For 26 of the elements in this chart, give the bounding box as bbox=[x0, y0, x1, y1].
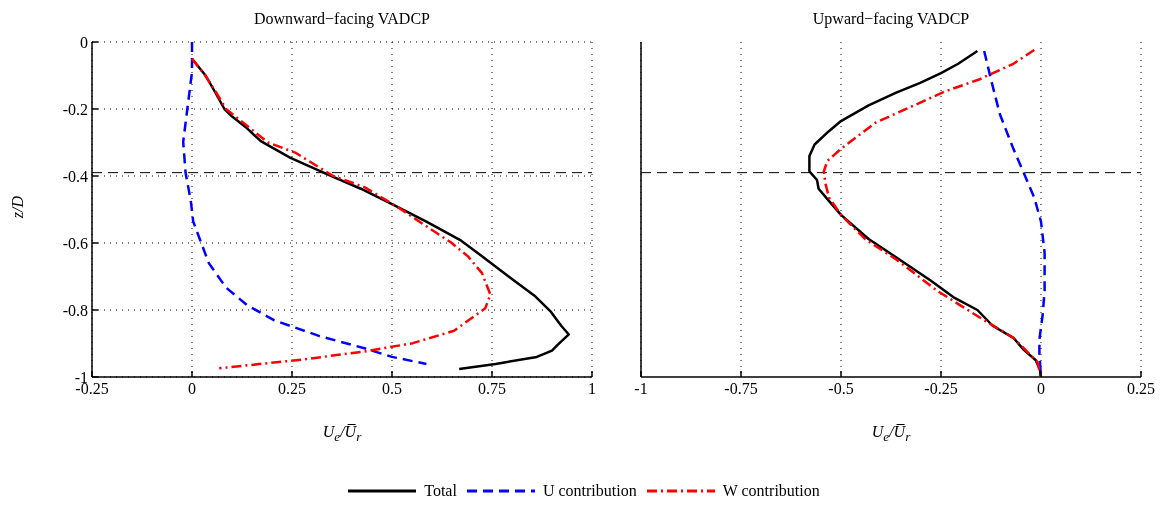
chart-title: Upward−facing VADCP bbox=[811, 10, 971, 28]
y-tick-label: -0.8 bbox=[62, 301, 88, 319]
legend-label: Total bbox=[424, 482, 457, 500]
x-tick-label: 0.25 bbox=[1127, 380, 1155, 398]
x-axis-title: U$_{e}$/U̅$_{r}$ bbox=[321, 423, 363, 446]
legend-label: W contribution bbox=[722, 482, 820, 500]
y-tick-label: -0.4 bbox=[62, 167, 88, 185]
y-tick-label: -0.6 bbox=[62, 234, 88, 252]
x-tick-label: -1 bbox=[634, 380, 648, 398]
x-tick-label: 0 bbox=[1037, 380, 1045, 398]
x-tick-label: 0.5 bbox=[382, 380, 402, 398]
x-tick-label: 0.25 bbox=[278, 380, 306, 398]
line-series bbox=[190, 57, 492, 370]
x-tick-label: -0.25 bbox=[924, 380, 958, 398]
x-tick-label: 0 bbox=[188, 380, 196, 398]
x-tick-label: -0.5 bbox=[828, 380, 854, 398]
x-axis-title: U$_{e}$/U̅$_{r}$ bbox=[870, 423, 912, 446]
y-tick-label: -0.2 bbox=[62, 100, 88, 118]
x-tick-label: 0.75 bbox=[478, 380, 506, 398]
x-tick-label: 1 bbox=[588, 380, 596, 398]
line-series bbox=[181, 42, 428, 366]
x-tick-label: -0.75 bbox=[724, 380, 758, 398]
chart-title: Downward−facing VADCP bbox=[253, 10, 431, 28]
y-tick-label: 0 bbox=[80, 33, 88, 51]
y-axis-title: z/D bbox=[9, 194, 27, 221]
legend-label: U contribution bbox=[542, 482, 637, 500]
